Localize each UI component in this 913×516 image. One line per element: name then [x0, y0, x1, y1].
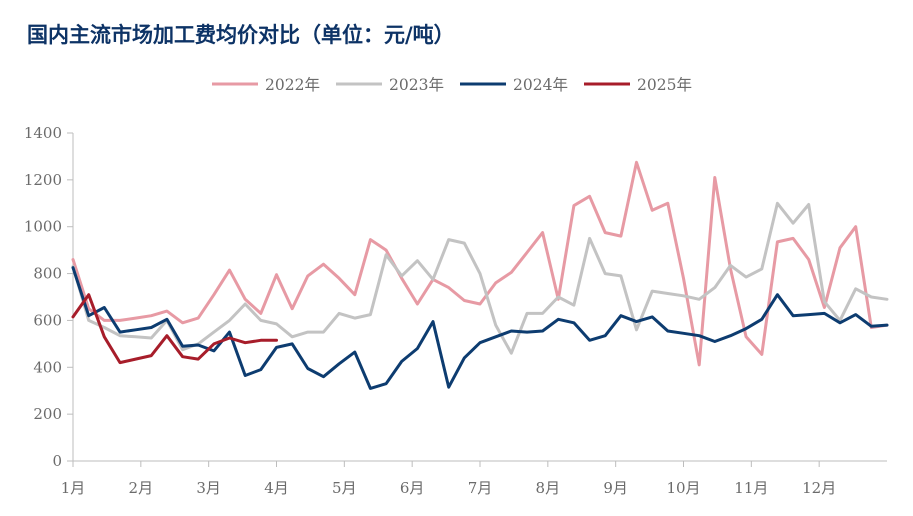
chart-title: 国内主流市场加工费均价对比（单位：元/吨）	[27, 22, 455, 47]
series-line-2022年	[71, 160, 889, 367]
x-tick-label: 11月	[734, 479, 768, 497]
legend-label: 2024年	[513, 76, 568, 94]
x-tick-label: 1月	[61, 479, 86, 497]
y-tick-label: 1000	[24, 218, 62, 236]
y-tick-label: 800	[33, 265, 62, 283]
x-tick-label: 9月	[603, 479, 628, 497]
legend-label: 2025年	[637, 76, 692, 94]
x-tick-label: 3月	[196, 479, 221, 497]
legend-label: 2023年	[389, 76, 444, 94]
legend-label: 2022年	[265, 76, 320, 94]
x-axis: 1月 2月 3月 4月 5月 6月 7月 8月 9月 10月 11月 12月	[61, 460, 887, 497]
x-tick-label: 5月	[332, 479, 357, 497]
y-tick-label: 400	[33, 358, 62, 376]
x-tick-label: 12月	[802, 479, 836, 497]
x-tick-label: 2月	[129, 479, 154, 497]
y-tick-label: 0	[52, 452, 62, 470]
series-line-2023年	[71, 201, 889, 355]
y-tick-label: 200	[33, 405, 62, 423]
y-axis: 0 200 400 600 800 1000 1200 1400	[24, 124, 74, 470]
series-line-2025年	[71, 293, 278, 365]
x-tick-label: 4月	[264, 479, 289, 497]
y-tick-label: 600	[33, 311, 62, 329]
x-tick-label: 6月	[400, 479, 425, 497]
series-layer	[71, 160, 889, 390]
legend: 2022年 2023年 2024年 2025年	[212, 76, 692, 94]
y-tick-label: 1200	[24, 171, 62, 189]
x-tick-label: 7月	[468, 479, 493, 497]
x-tick-label: 10月	[666, 479, 700, 497]
x-tick-label: 8月	[536, 479, 561, 497]
y-tick-label: 1400	[24, 124, 62, 142]
